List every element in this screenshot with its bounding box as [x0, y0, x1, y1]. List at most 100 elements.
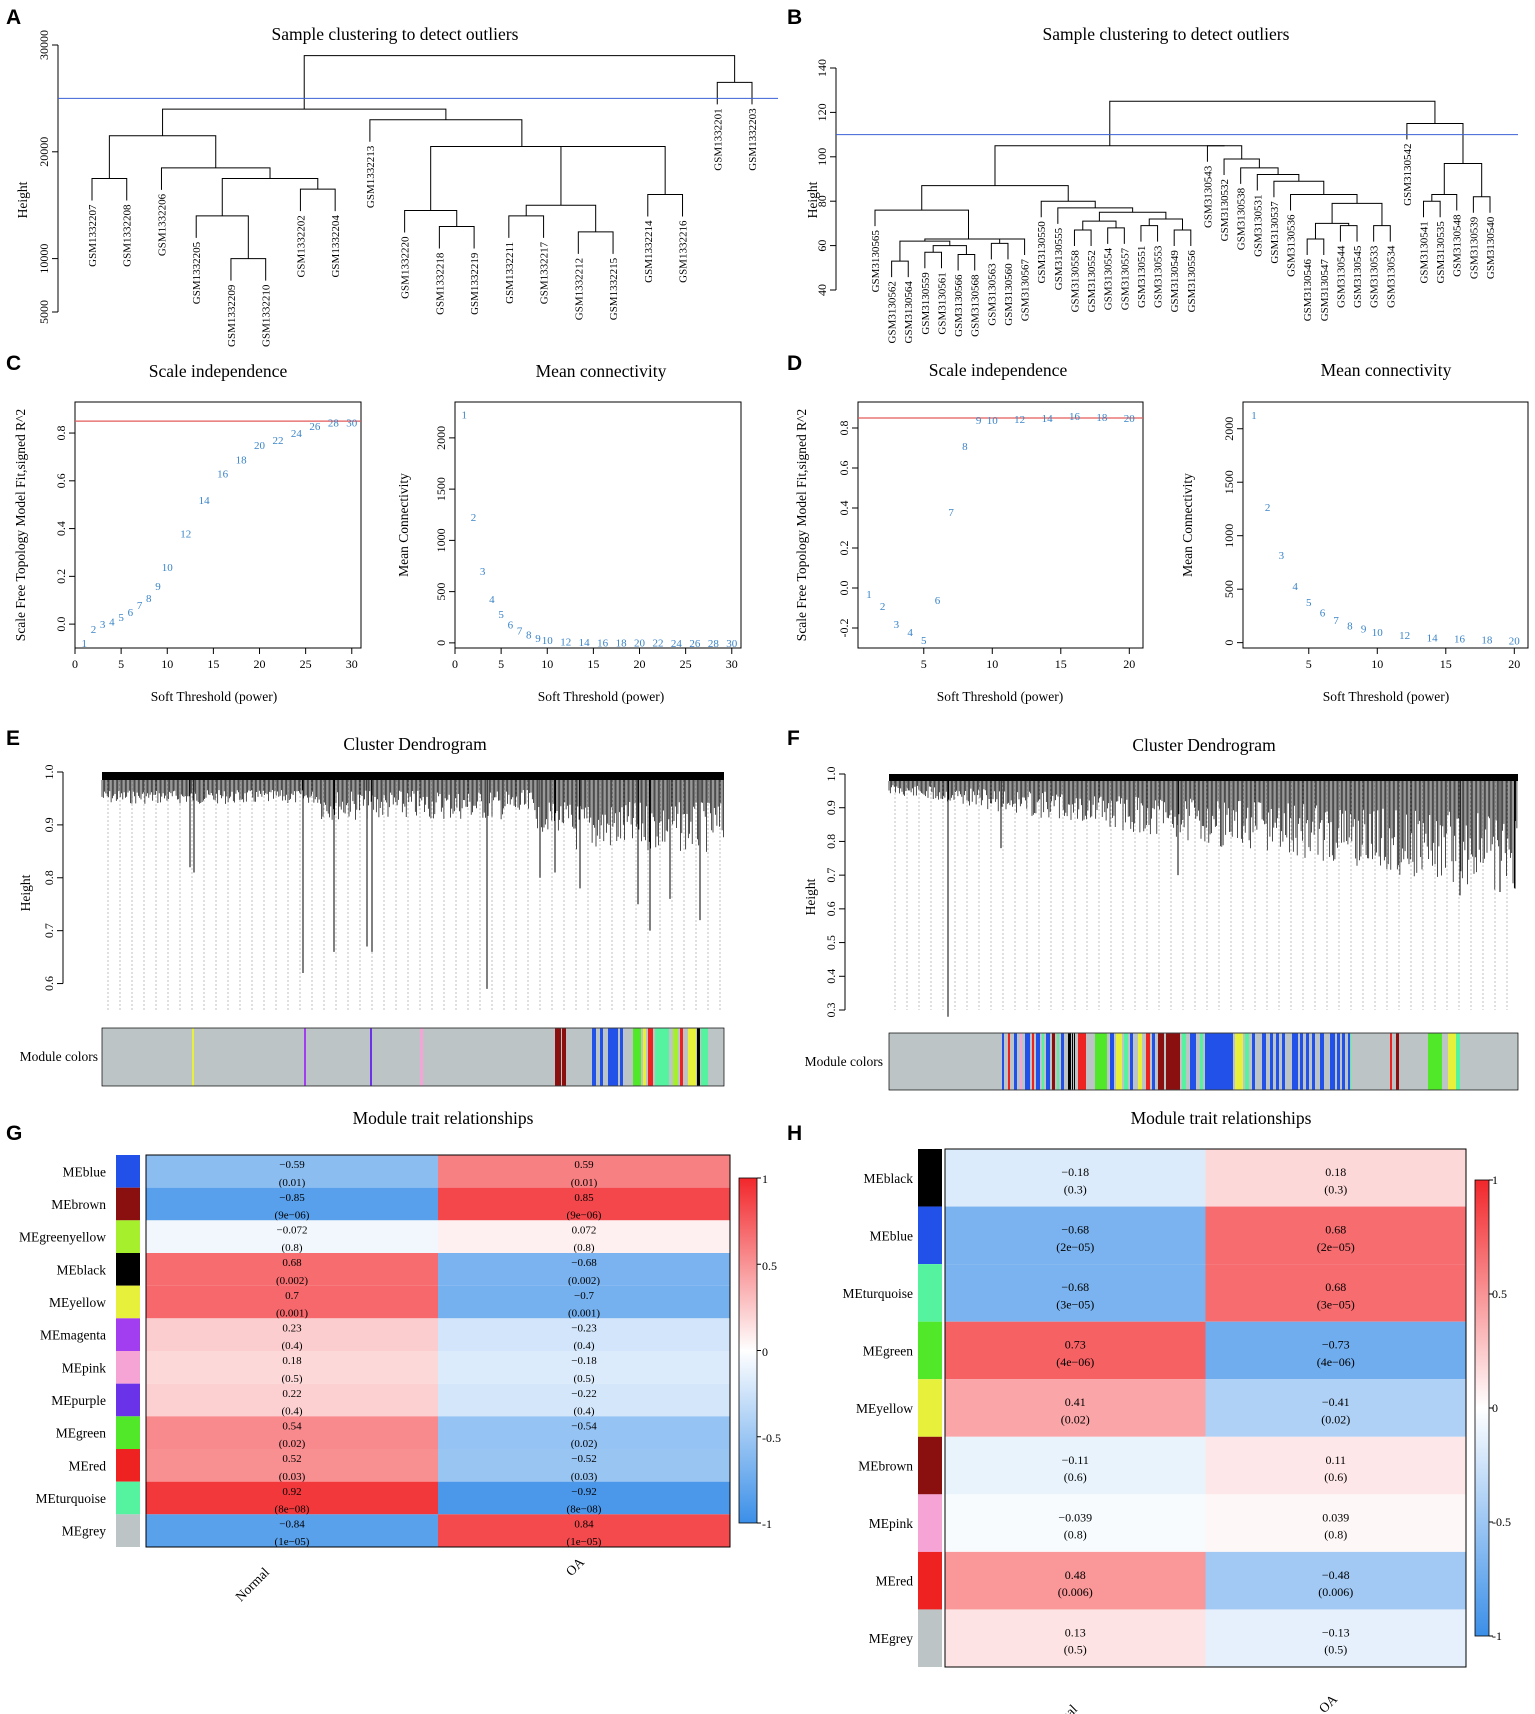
dendro-link: [1373, 225, 1391, 242]
cell-correlation: 0.11: [1325, 1453, 1346, 1467]
ylabel-b: Height: [805, 181, 820, 218]
module-swatch: [116, 1481, 140, 1515]
dendrogram-a: 5000 10000 20000 30000 GSM1332207 GSM1332208 G…: [37, 30, 778, 347]
cell-pvalue: (2e−05): [1317, 1240, 1355, 1254]
data-point-label: 24: [291, 428, 303, 440]
ylabel-d1: Scale Free Topology Model Fit,signed R^2: [794, 409, 809, 641]
leaf-label: GSM3130535: [1435, 221, 1447, 284]
leaf-label: GSM1332204: [330, 215, 342, 278]
data-point-label: 18: [1481, 634, 1493, 646]
x-tick-label: 15: [1440, 657, 1452, 671]
panel-label-a: A: [6, 6, 21, 29]
module-color-segment: [1252, 1033, 1255, 1090]
heatmap-cell: [945, 1149, 1206, 1207]
dendro-link: [404, 210, 458, 233]
leaf-label: GSM3130547: [1319, 258, 1331, 321]
panel-label-d: D: [787, 352, 802, 375]
data-point-label: 4: [907, 627, 913, 639]
module-color-segment: [1262, 1033, 1266, 1090]
x-tick-label: 20: [634, 657, 646, 671]
module-swatch: [918, 1321, 942, 1380]
leaf-label: GSM1332203: [747, 108, 759, 171]
title-b: Sample clustering to detect outliers: [1043, 24, 1290, 44]
heatmap-cell: [1205, 1494, 1466, 1552]
data-point-label: 24: [671, 638, 683, 650]
cell-correlation: −0.48: [1322, 1568, 1350, 1582]
cell-correlation: −0.072: [277, 1224, 308, 1236]
heatmap-cell: [146, 1416, 438, 1449]
leaf-label: GSM3130561: [936, 272, 948, 334]
cell-pvalue: (0.001): [276, 1307, 308, 1319]
y-tick-label: 1500: [1222, 470, 1236, 494]
x-tick-label: 15: [587, 657, 599, 671]
y-tick-label: 1.0: [42, 765, 56, 780]
title-f: Cluster Dendrogram: [1132, 735, 1276, 755]
dendro-link: [921, 185, 1069, 211]
cell-pvalue: (0.002): [276, 1275, 308, 1287]
cell-correlation: −0.84: [279, 1518, 305, 1530]
heatmap-cell: [438, 1383, 730, 1417]
module-color-segment: [1074, 1033, 1075, 1090]
leaf-label: GSM3130536: [1286, 214, 1298, 277]
data-point-label: 18: [1096, 412, 1108, 424]
data-point-label: 2: [1265, 502, 1271, 514]
module-color-segment: [1110, 1033, 1114, 1090]
dendro-link: [1423, 200, 1441, 218]
cell-pvalue: (0.5): [1064, 1643, 1087, 1657]
module-swatch: [918, 1379, 942, 1437]
module-color-segment: [608, 1028, 618, 1086]
dendro-link: [1339, 225, 1358, 242]
module-color-segment: [562, 1028, 566, 1086]
leaf-label: GSM1332220: [400, 236, 412, 299]
module-color-segment: [1320, 1033, 1324, 1090]
data-point-label: 9: [535, 633, 541, 645]
cell-pvalue: (0.006): [1318, 1585, 1353, 1599]
module-color-segment: [1292, 1033, 1298, 1090]
module-color-segment: [1390, 1033, 1392, 1090]
dendro-link: [924, 238, 1013, 242]
y-tick-label: 0.9: [824, 800, 838, 815]
heatmap-cell: [945, 1609, 1206, 1667]
y-tick-label: 500: [1222, 580, 1236, 598]
cell-pvalue: (0.02): [571, 1438, 598, 1450]
data-point-label: 10: [542, 635, 554, 647]
leaf-label: GSM3130557: [1119, 247, 1131, 310]
module-swatch: [116, 1449, 140, 1482]
cell-pvalue: (0.5): [281, 1373, 302, 1385]
row-label: MEyellow: [856, 1401, 913, 1416]
cell-pvalue: (0.02): [1321, 1413, 1350, 1427]
leaf-label: GSM3130537: [1269, 201, 1281, 264]
cell-correlation: 0.22: [282, 1388, 301, 1400]
ylabel-c1: Scale Free Topology Model Fit,signed R^2: [13, 409, 28, 641]
data-point-label: 3: [1279, 550, 1285, 562]
dendro-link: [1109, 100, 1436, 146]
module-color-segment: [1046, 1033, 1050, 1090]
module-color-segment: [633, 1028, 641, 1086]
x-tick-label: 0: [72, 657, 78, 671]
cell-pvalue: (0.6): [1064, 1470, 1087, 1484]
cell-pvalue: (0.4): [281, 1340, 302, 1352]
heatmap-cell: [1205, 1436, 1466, 1495]
data-point-label: 3: [480, 566, 486, 578]
legend-h-tick-4: -0.5: [1492, 1515, 1511, 1529]
data-point-label: 2: [91, 624, 97, 636]
cell-pvalue: (0.03): [279, 1471, 306, 1483]
dendro-link: [91, 178, 128, 201]
x-tick-label: 20: [1123, 657, 1135, 671]
y-tick-label: 0.3: [824, 1003, 838, 1018]
cell-pvalue: (0.006): [1058, 1585, 1093, 1599]
cell-correlation: −0.039: [1058, 1510, 1092, 1524]
module-color-segment: [1282, 1033, 1285, 1090]
dendro-link: [990, 242, 1009, 260]
cell-correlation: 0.41: [1065, 1395, 1086, 1409]
y-tick-label: 0.4: [54, 521, 68, 536]
cell-correlation: 0.072: [572, 1224, 597, 1236]
heatmap-cell: [438, 1285, 730, 1319]
heatmap-cell: [1205, 1264, 1466, 1322]
dendro-link: [162, 108, 447, 136]
row-label: MEgreen: [863, 1343, 913, 1358]
data-point-label: 22: [652, 638, 663, 650]
